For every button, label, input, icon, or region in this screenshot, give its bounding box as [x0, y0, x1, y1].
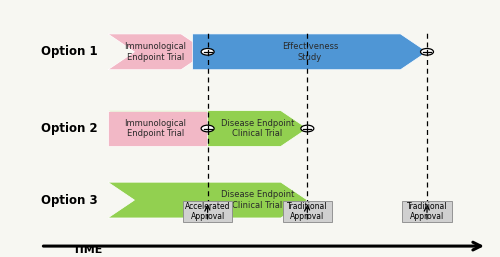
Circle shape [301, 125, 314, 132]
Polygon shape [192, 34, 427, 70]
Polygon shape [108, 34, 208, 70]
Text: Disease Endpoint
Clinical Trial: Disease Endpoint Clinical Trial [221, 190, 294, 210]
FancyBboxPatch shape [402, 201, 452, 222]
Text: Disease Endpoint
Clinical Trial: Disease Endpoint Clinical Trial [221, 119, 294, 138]
Circle shape [201, 125, 214, 132]
Polygon shape [108, 111, 208, 146]
Polygon shape [208, 111, 308, 146]
Text: Accelerated
Approval: Accelerated Approval [185, 202, 230, 221]
Text: Option 1: Option 1 [40, 45, 97, 58]
Text: Immunological
Endpoint Trial: Immunological Endpoint Trial [124, 119, 186, 138]
FancyBboxPatch shape [183, 201, 232, 222]
Polygon shape [108, 182, 308, 218]
Circle shape [201, 49, 214, 55]
Text: Option 3: Option 3 [40, 194, 97, 207]
Text: TIME: TIME [73, 245, 103, 255]
Polygon shape [108, 111, 308, 146]
FancyBboxPatch shape [282, 201, 332, 222]
Circle shape [420, 49, 434, 55]
Text: Traditional
Approval: Traditional Approval [407, 202, 448, 221]
Text: Option 2: Option 2 [40, 122, 97, 135]
Text: Immunological
Endpoint Trial: Immunological Endpoint Trial [124, 42, 186, 61]
Text: Traditional
Approval: Traditional Approval [287, 202, 328, 221]
Text: Effectiveness
Study: Effectiveness Study [282, 42, 338, 61]
